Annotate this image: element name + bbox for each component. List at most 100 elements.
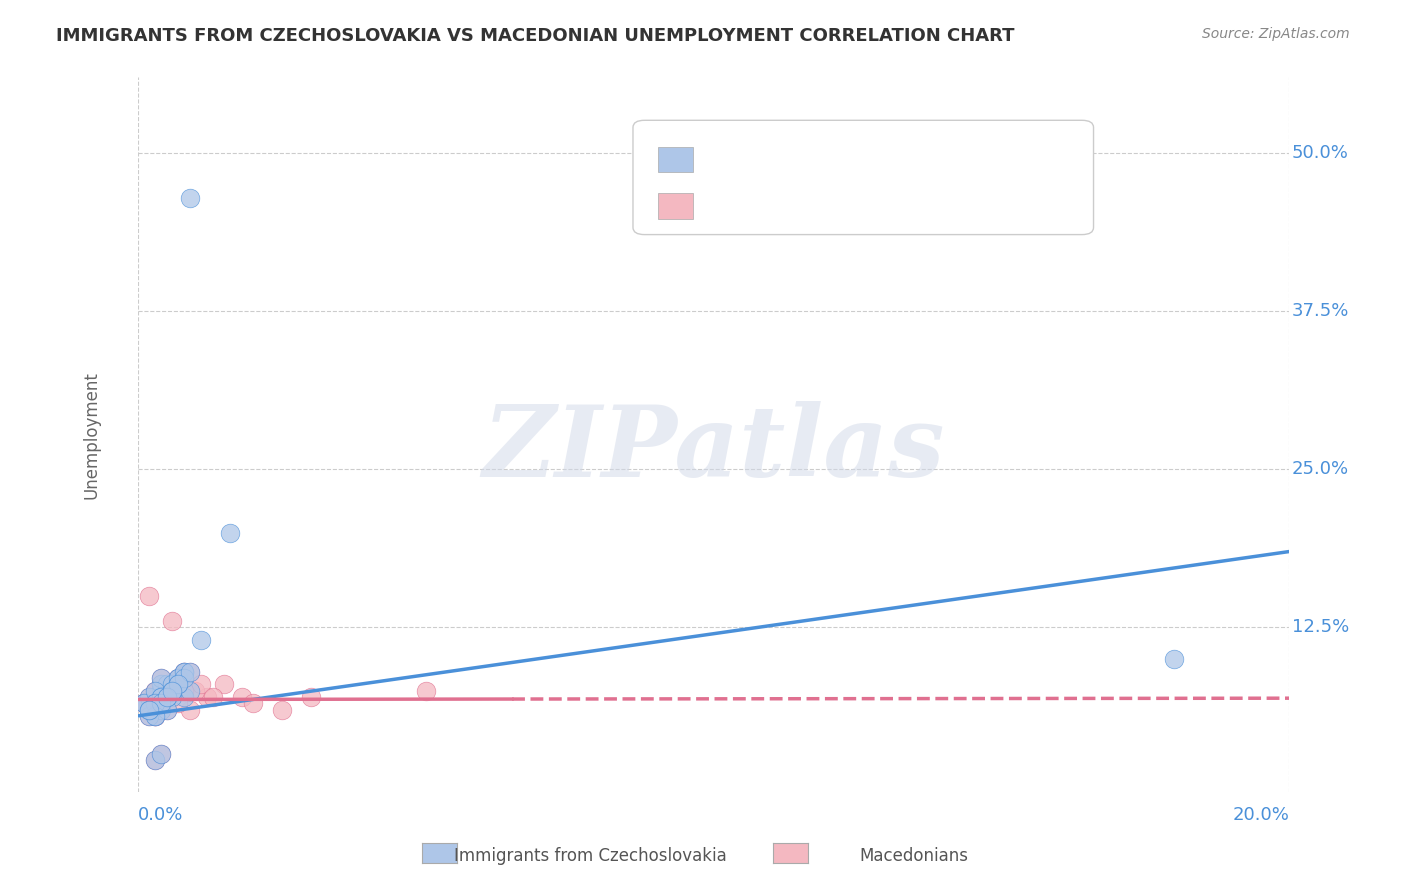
Point <box>149 696 172 710</box>
Point <box>162 677 184 691</box>
Point <box>162 683 184 698</box>
Point <box>132 696 155 710</box>
Point <box>162 690 184 704</box>
Point <box>162 683 184 698</box>
Point <box>143 753 166 767</box>
Point <box>156 690 179 704</box>
Point <box>143 696 166 710</box>
Point <box>138 702 160 716</box>
Text: R =  0.003   N = 66: R = 0.003 N = 66 <box>707 195 883 213</box>
Point <box>219 525 242 540</box>
Point <box>132 696 155 710</box>
Point <box>179 683 201 698</box>
Point <box>162 677 184 691</box>
Point <box>167 677 190 691</box>
Text: 0.0%: 0.0% <box>138 806 183 824</box>
Point <box>173 683 195 698</box>
Text: ZIPatlas: ZIPatlas <box>482 401 945 497</box>
Point <box>156 690 179 704</box>
Point <box>132 696 155 710</box>
Text: IMMIGRANTS FROM CZECHOSLOVAKIA VS MACEDONIAN UNEMPLOYMENT CORRELATION CHART: IMMIGRANTS FROM CZECHOSLOVAKIA VS MACEDO… <box>56 27 1015 45</box>
Point <box>143 683 166 698</box>
Text: 25.0%: 25.0% <box>1292 460 1348 478</box>
Text: 50.0%: 50.0% <box>1292 145 1348 162</box>
Text: Macedonians: Macedonians <box>859 847 969 865</box>
Point <box>143 696 166 710</box>
Text: R =  0.211   N = 53: R = 0.211 N = 53 <box>707 149 884 167</box>
Point <box>138 702 160 716</box>
Point <box>179 190 201 204</box>
Point <box>149 671 172 685</box>
Point <box>184 683 207 698</box>
Point <box>173 671 195 685</box>
Point <box>162 683 184 698</box>
Point <box>167 671 190 685</box>
Point <box>143 683 166 698</box>
Point <box>173 690 195 704</box>
Point <box>173 665 195 679</box>
Point <box>173 665 195 679</box>
Point <box>143 696 166 710</box>
Point <box>167 677 190 691</box>
Point <box>162 677 184 691</box>
Point <box>179 683 201 698</box>
Point <box>156 677 179 691</box>
Point <box>149 702 172 716</box>
Point <box>143 709 166 723</box>
Point <box>143 696 166 710</box>
Point <box>149 677 172 691</box>
Point <box>149 690 172 704</box>
Point <box>179 665 201 679</box>
Point <box>143 696 166 710</box>
Point <box>138 589 160 603</box>
Point <box>270 702 292 716</box>
Point <box>156 702 179 716</box>
Text: Immigrants from Czechoslovakia: Immigrants from Czechoslovakia <box>454 847 727 865</box>
Point <box>167 671 190 685</box>
Point <box>179 702 201 716</box>
Text: 37.5%: 37.5% <box>1292 302 1348 320</box>
Point <box>167 671 190 685</box>
Point <box>138 702 160 716</box>
Point <box>149 696 172 710</box>
Point <box>167 677 190 691</box>
Point <box>143 696 166 710</box>
Point <box>190 677 212 691</box>
Point <box>190 633 212 648</box>
Point <box>138 702 160 716</box>
Point <box>149 690 172 704</box>
Point <box>149 677 172 691</box>
Point <box>162 683 184 698</box>
Point <box>231 690 253 704</box>
Point <box>162 677 184 691</box>
Point <box>149 690 172 704</box>
Point <box>156 690 179 704</box>
Point <box>149 671 172 685</box>
Point <box>179 665 201 679</box>
Point <box>156 690 179 704</box>
Point <box>173 671 195 685</box>
Point <box>143 696 166 710</box>
Point <box>162 683 184 698</box>
Point <box>167 677 190 691</box>
Point <box>162 614 184 628</box>
Point <box>167 696 190 710</box>
Point <box>299 690 322 704</box>
Text: Unemployment: Unemployment <box>83 371 101 499</box>
Point <box>138 709 160 723</box>
Point <box>143 696 166 710</box>
FancyBboxPatch shape <box>633 120 1094 235</box>
Point <box>156 690 179 704</box>
Point <box>156 690 179 704</box>
Point <box>149 683 172 698</box>
Point <box>1163 652 1185 666</box>
Point <box>156 696 179 710</box>
Text: 12.5%: 12.5% <box>1292 618 1348 636</box>
Point <box>201 690 224 704</box>
Point <box>162 683 184 698</box>
Point <box>143 709 166 723</box>
Point <box>143 683 166 698</box>
Point <box>173 665 195 679</box>
Point <box>138 709 160 723</box>
Text: Source: ZipAtlas.com: Source: ZipAtlas.com <box>1202 27 1350 41</box>
